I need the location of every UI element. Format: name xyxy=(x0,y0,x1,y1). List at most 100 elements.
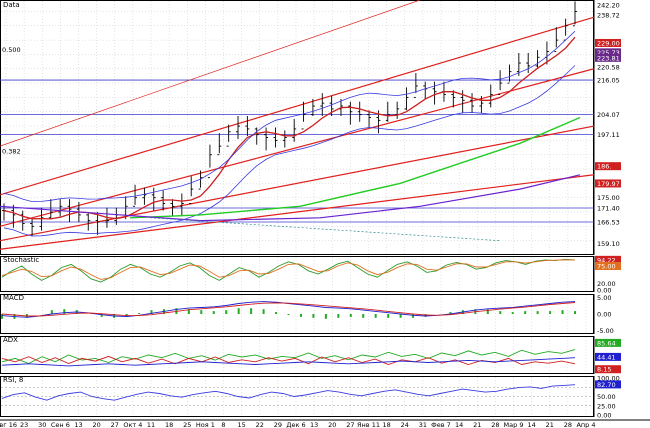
macd-histogram-bar xyxy=(287,314,290,315)
trend-channel-line xyxy=(0,16,595,196)
fib-label: 0.500 xyxy=(2,46,21,54)
moving-average-short xyxy=(3,36,576,220)
macd-axis-label: -5.00 xyxy=(597,327,614,335)
x-tick-label: 29 xyxy=(274,421,282,428)
x-tick-label: Апр 4 xyxy=(576,421,595,428)
price-axis-label: 175.00 xyxy=(597,194,620,202)
price-axis-label: 171.40 xyxy=(597,205,620,213)
stochastic-panel-title: Stochastic xyxy=(3,256,39,264)
trend-channel-line xyxy=(0,174,595,250)
price-axis-label: 204.07 xyxy=(597,111,620,119)
trend-channel-line xyxy=(0,0,421,147)
macd-histogram-bar xyxy=(63,309,66,314)
macd-histogram-bar xyxy=(225,310,228,314)
macd-histogram-bar xyxy=(486,309,489,314)
x-tick-label: Янв 11 xyxy=(357,421,380,428)
x-tick-label: Ноя 1 xyxy=(196,421,215,428)
price-axis-label: 220.58 xyxy=(597,64,620,72)
macd-histogram-bar xyxy=(349,314,352,317)
rsi-axis-label: 82.70 xyxy=(597,381,616,389)
x-tick-label: Фев 7 xyxy=(431,421,451,428)
x-tick-label: 18 xyxy=(382,421,390,428)
x-tick-label: 23 xyxy=(20,421,28,428)
macd-axis-label: 5.00 xyxy=(597,294,611,302)
x-tick-label: 21 xyxy=(546,421,554,428)
macd-histogram-bar xyxy=(312,314,315,318)
x-tick-label: 8 xyxy=(221,421,225,428)
macd-histogram-bar xyxy=(50,310,53,314)
macd-histogram-bar xyxy=(399,314,402,318)
adx-line xyxy=(1,357,576,367)
macd-histogram-bar xyxy=(150,310,153,314)
macd-histogram-bar xyxy=(561,310,564,314)
macd-histogram-bar xyxy=(200,310,203,314)
macd-histogram-bar xyxy=(1,314,3,319)
stochastic-axis-label-bg xyxy=(595,255,621,264)
bollinger-lower xyxy=(3,65,576,237)
macd-histogram-bar xyxy=(212,311,215,314)
price-axis-label: 242.20 xyxy=(597,2,620,10)
adx-axis-label: 44.41 xyxy=(597,353,616,361)
price-axis-label: 238.72 xyxy=(597,12,620,20)
macd-histogram-bar xyxy=(324,314,327,319)
macd-histogram-bar xyxy=(187,309,190,314)
adx-axis-label-bg xyxy=(595,352,621,361)
moving-average-longest xyxy=(0,174,581,222)
x-tick-label: 27 xyxy=(111,421,119,428)
x-tick-label: 20 xyxy=(92,421,100,428)
projection-line xyxy=(149,217,501,242)
x-tick-label: 22 xyxy=(256,421,264,428)
x-tick-label: 14 xyxy=(527,421,535,428)
stochastic-axis-label: 20.00 xyxy=(597,280,616,288)
macd-histogram-bar xyxy=(362,314,365,318)
stochastic-axis-label: 0.00 xyxy=(597,287,611,295)
price-axis-label-bg xyxy=(595,53,621,62)
x-tick-label: Мар 9 xyxy=(504,421,524,428)
stochastic-k-line xyxy=(1,258,576,283)
price-axis-label: 186. xyxy=(597,163,611,171)
x-tick-label: 14 xyxy=(455,421,463,428)
price-axis-label: 225.73 xyxy=(597,49,620,57)
rsi-axis-label-bg xyxy=(595,380,621,389)
x-tick-label: Окт 4 xyxy=(123,421,142,428)
stochastic-axis-label-bg xyxy=(595,262,621,270)
trend-channel-line xyxy=(0,125,595,242)
macd-histogram-bar xyxy=(499,311,502,314)
macd-histogram-bar xyxy=(262,309,265,314)
rsi-panel-title: RSI, 8 xyxy=(3,376,23,384)
price-axis-label: 179.97 xyxy=(597,180,620,188)
macd-panel-title: MACD xyxy=(3,294,24,302)
x-tick-label: 28 xyxy=(564,421,572,428)
x-tick-label: Авг 16 xyxy=(0,421,17,428)
macd-histogram-bar xyxy=(250,308,253,314)
fib-label: 0.382 xyxy=(2,148,21,156)
adx-axis-label-bg xyxy=(595,338,621,347)
adx-axis-label: 85.64 xyxy=(597,339,616,347)
x-tick-label: 21 xyxy=(473,421,481,428)
price-axis-label: 166.53 xyxy=(597,218,620,226)
price-axis-label: 159.10 xyxy=(597,240,620,248)
stochastic-d-line xyxy=(1,259,575,280)
moving-average-long xyxy=(129,116,581,219)
macd-histogram-bar xyxy=(549,311,552,314)
macd-axis-label: 0.00 xyxy=(597,311,611,319)
x-tick-label: 18 xyxy=(165,421,173,428)
rsi-axis-label: 0.00 xyxy=(597,412,611,420)
x-tick-label: 25 xyxy=(183,421,191,428)
adx-axis-label: 8.15 xyxy=(597,366,611,374)
x-tick-label: 11 xyxy=(147,421,155,428)
rsi-line xyxy=(1,384,576,401)
price-axis-label: 197.11 xyxy=(597,131,620,139)
bollinger-upper xyxy=(3,30,576,203)
macd-histogram-bar xyxy=(574,311,576,314)
rsi-axis-label: 50.00 xyxy=(597,393,616,401)
adx-axis-label-bg xyxy=(595,365,621,374)
x-tick-label: 24 xyxy=(401,421,409,428)
x-tick-label: 31 xyxy=(419,421,427,428)
macd-histogram-bar xyxy=(412,314,415,318)
stochastic-axis-label: 75.00 xyxy=(597,263,616,271)
price-axis-label-bg xyxy=(595,38,621,47)
panel-frame-price xyxy=(0,0,594,255)
x-tick-label: 27 xyxy=(346,421,354,428)
